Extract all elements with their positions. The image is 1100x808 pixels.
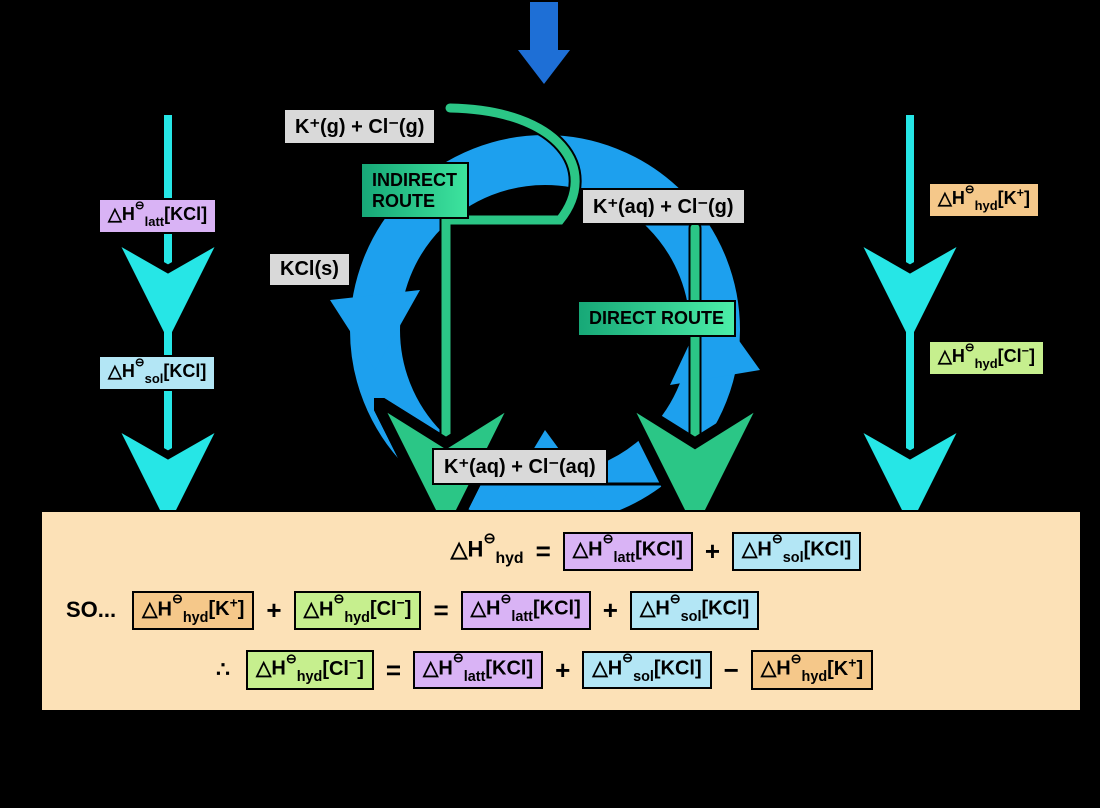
eq-row-1: △H⊖hyd = △H⊖latt[KCl] + △H⊖sol[KCl] xyxy=(66,532,1056,571)
eq3-hlatt: △H⊖latt[KCl] xyxy=(413,651,543,690)
indirect-route-label: INDIRECTROUTE xyxy=(360,162,469,219)
eq2-hlatt: △H⊖latt[KCl] xyxy=(461,591,591,630)
eq2-hhydcl: △H⊖hyd[Cl−] xyxy=(294,591,422,631)
eq-row-3: ∴ △H⊖hyd[Cl−] = △H⊖latt[KCl] + △H⊖sol[KC… xyxy=(66,650,1056,690)
so-label: SO... xyxy=(66,597,116,623)
hlatt-box: △H⊖latt[KCl] xyxy=(98,198,217,234)
eq3-hhydk: △H⊖hyd[K+] xyxy=(751,650,873,690)
hhydcl-box: △H⊖hyd[Cl−] xyxy=(928,340,1045,376)
ring-arrow-left xyxy=(330,290,420,370)
state-intermediate: K⁺(aq) + Cl⁻(g) xyxy=(581,188,746,225)
eq1-hlatt: △H⊖latt[KCl] xyxy=(563,532,693,571)
eq1-lhs: △H⊖hyd xyxy=(451,536,524,567)
eq2-hhydk: △H⊖hyd[K+] xyxy=(132,591,254,631)
eq3-hhydcl: △H⊖hyd[Cl−] xyxy=(246,650,374,690)
state-kcl-solid: KCl(s) xyxy=(268,252,351,287)
diagram-stage: K⁺(g) + Cl⁻(g) KCl(s) K⁺(aq) + Cl⁻(g) K⁺… xyxy=(0,0,1100,808)
eq-row-2: SO... △H⊖hyd[K+] + △H⊖hyd[Cl−] = △H⊖latt… xyxy=(66,591,1056,631)
eq-op-plus: + xyxy=(703,536,722,567)
eq2-hsol: △H⊖sol[KCl] xyxy=(630,591,759,630)
top-entry-arrow xyxy=(518,2,570,84)
state-aqueous: K⁺(aq) + Cl⁻(aq) xyxy=(432,448,608,485)
eq3-hsol: △H⊖sol[KCl] xyxy=(582,651,711,690)
hsol-box: △H⊖sol[KCl] xyxy=(98,355,216,391)
eq-op-eq: = xyxy=(534,536,553,567)
therefore-label: ∴ xyxy=(216,657,230,683)
state-gaseous-ions: K⁺(g) + Cl⁻(g) xyxy=(283,108,436,145)
eq1-hsol: △H⊖sol[KCl] xyxy=(732,532,861,571)
direct-route-label: DIRECT ROUTE xyxy=(577,300,736,337)
hhydk-box: △H⊖hyd[K+] xyxy=(928,182,1040,218)
equation-panel: △H⊖hyd = △H⊖latt[KCl] + △H⊖sol[KCl] SO..… xyxy=(40,510,1082,712)
